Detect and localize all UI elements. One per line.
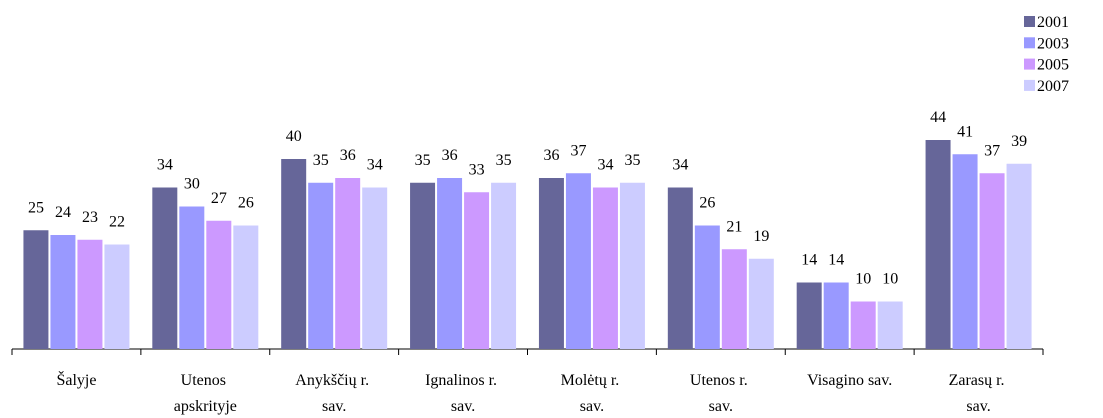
legend-label: 2003 — [1037, 35, 1069, 52]
value-label: 44 — [930, 109, 946, 126]
bar — [179, 206, 205, 349]
x-tick-label: Visagino sav. — [807, 372, 892, 389]
value-label: 19 — [753, 228, 769, 245]
bar — [206, 220, 232, 349]
bar — [925, 140, 951, 349]
label-line: sav. — [580, 398, 604, 415]
value-label: 37 — [570, 142, 586, 159]
bar — [796, 282, 822, 349]
legend-swatch — [1024, 16, 1035, 27]
value-label: 40 — [286, 128, 302, 145]
value-label: 14 — [828, 252, 844, 269]
value-label: 10 — [882, 271, 898, 288]
legend-label: 2001 — [1037, 14, 1069, 31]
x-tick-label: Utenos apskrityje — [174, 372, 237, 415]
x-tick-label: Ignalinos r. sav. — [425, 372, 501, 415]
value-label: 14 — [801, 252, 817, 269]
bar — [619, 182, 645, 349]
value-label: 34 — [672, 157, 688, 174]
x-tick-label: Utenos r. sav. — [690, 372, 752, 415]
label-line: Zarasų r. — [949, 372, 1009, 389]
value-label: 22 — [109, 214, 125, 231]
bar — [491, 182, 517, 349]
value-label: 21 — [726, 218, 742, 235]
value-label: 23 — [82, 209, 98, 226]
bar — [694, 225, 720, 349]
bar — [565, 173, 591, 349]
bar — [721, 249, 747, 349]
label-line: sav. — [966, 398, 990, 415]
value-label: 27 — [211, 190, 227, 207]
value-label: 41 — [957, 123, 973, 140]
value-label: 35 — [496, 152, 512, 169]
label-line: Ignalinos r. — [425, 372, 501, 389]
bar — [538, 178, 564, 349]
label-line: Utenos — [181, 372, 230, 389]
label-line: sav. — [709, 398, 733, 415]
value-label: 34 — [157, 157, 173, 174]
x-tick-label: Anykščių r. sav. — [295, 372, 373, 415]
bar — [104, 244, 130, 349]
value-label: 39 — [1011, 133, 1027, 150]
value-label: 25 — [28, 199, 44, 216]
bar — [152, 187, 178, 349]
value-label: 10 — [855, 271, 871, 288]
label-line: sav. — [322, 398, 346, 415]
bar — [50, 235, 76, 349]
legend-swatch — [1024, 79, 1035, 91]
value-label: 36 — [442, 147, 458, 164]
label-line: Anykščių r. — [295, 372, 373, 389]
bar — [592, 187, 618, 349]
value-label: 30 — [184, 176, 200, 193]
label-line: sav. — [451, 398, 475, 415]
bar — [464, 192, 490, 349]
bar — [823, 282, 849, 349]
label-line: Molėtų r. — [561, 372, 624, 389]
value-label: 35 — [313, 152, 329, 169]
legend-swatch — [1024, 37, 1035, 49]
bar — [335, 178, 361, 349]
bar — [362, 187, 388, 349]
value-label: 26 — [238, 195, 254, 212]
value-label: 36 — [543, 147, 559, 164]
legend-label: 2007 — [1037, 78, 1069, 95]
bar — [1006, 163, 1032, 349]
value-label: 26 — [699, 195, 715, 212]
bar — [437, 178, 463, 349]
bar — [667, 187, 693, 349]
bar — [23, 230, 49, 349]
legend-swatch — [1024, 58, 1035, 70]
value-label: 36 — [340, 147, 356, 164]
label-line: Utenos r. — [690, 372, 752, 389]
bar — [233, 225, 259, 349]
bar — [748, 258, 774, 349]
value-label: 34 — [597, 157, 613, 174]
value-label: 24 — [55, 204, 71, 221]
bar — [410, 182, 436, 349]
bar — [77, 239, 103, 349]
bar — [952, 154, 978, 349]
x-tick-label: Zarasų r. sav. — [949, 372, 1009, 415]
legend-label: 2005 — [1037, 57, 1069, 74]
bar — [281, 159, 307, 349]
value-label: 37 — [984, 142, 1000, 159]
bar — [979, 173, 1005, 349]
bar — [877, 301, 903, 349]
x-tick-label: Molėtų r. sav. — [561, 372, 624, 415]
value-label: 34 — [367, 157, 383, 174]
x-tick-label: Šalyje — [56, 370, 96, 389]
label-line: apskrityje — [174, 398, 237, 415]
bar — [308, 182, 334, 349]
bar — [850, 301, 876, 349]
value-label: 33 — [469, 161, 485, 178]
value-label: 35 — [415, 152, 431, 169]
value-label: 35 — [624, 152, 640, 169]
